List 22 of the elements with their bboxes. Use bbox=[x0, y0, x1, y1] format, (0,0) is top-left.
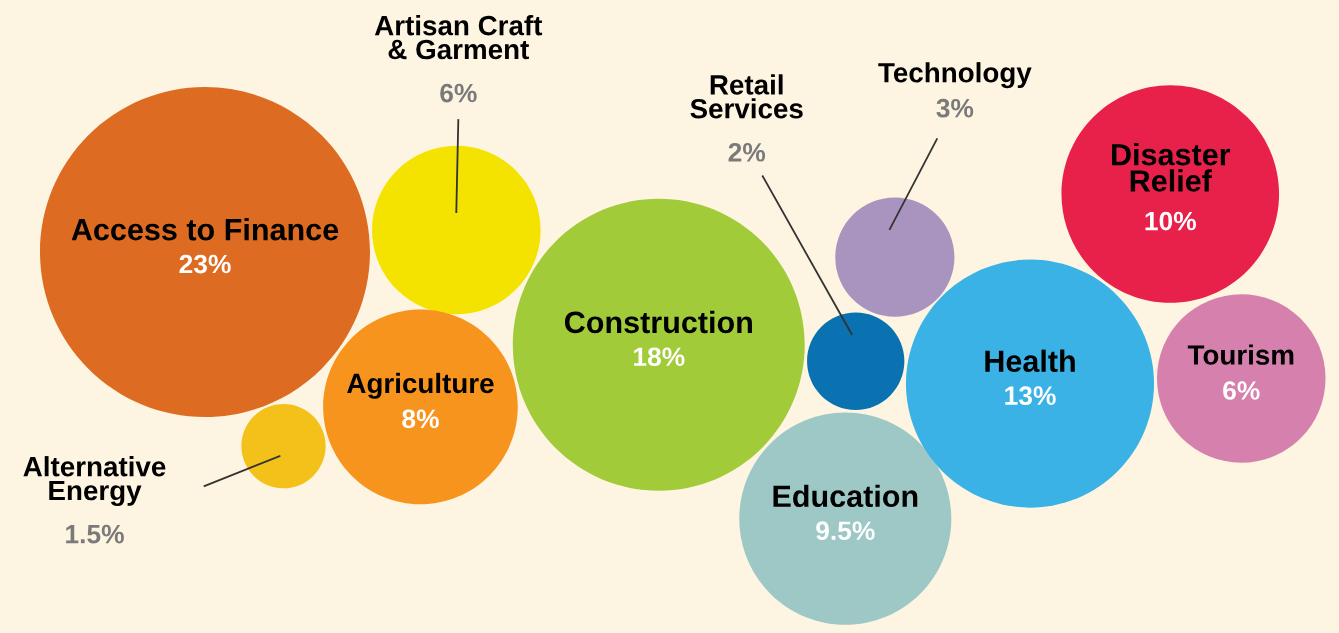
category-label: Education bbox=[773, 484, 918, 508]
data-label: 8% bbox=[402, 409, 439, 429]
category-label: Technology bbox=[878, 62, 1032, 89]
data-label: 18% bbox=[634, 347, 685, 367]
category-label: Agriculture bbox=[347, 372, 494, 399]
data-label: 23% bbox=[179, 254, 231, 274]
data-label: 9.5% bbox=[816, 521, 875, 541]
category-label: Alternative Energy bbox=[23, 456, 166, 506]
data-label: 3% bbox=[936, 98, 974, 118]
data-label: 13% bbox=[1005, 386, 1056, 406]
category-label: Artisan Craft & Garment bbox=[374, 15, 543, 60]
data-label: 6% bbox=[1223, 381, 1260, 400]
data-label: 10% bbox=[1145, 211, 1196, 231]
category-label: Health bbox=[985, 349, 1075, 373]
data-label: 2% bbox=[728, 142, 766, 162]
category-label: Access to Finance bbox=[71, 218, 339, 241]
data-label: 1.5% bbox=[66, 524, 124, 544]
category-label: Construction bbox=[564, 310, 752, 334]
category-label: Retail Services bbox=[690, 74, 803, 119]
category-label: Tourism bbox=[1187, 344, 1294, 365]
data-label: 6% bbox=[440, 83, 477, 103]
category-label: Disaster Relief bbox=[1112, 143, 1231, 192]
